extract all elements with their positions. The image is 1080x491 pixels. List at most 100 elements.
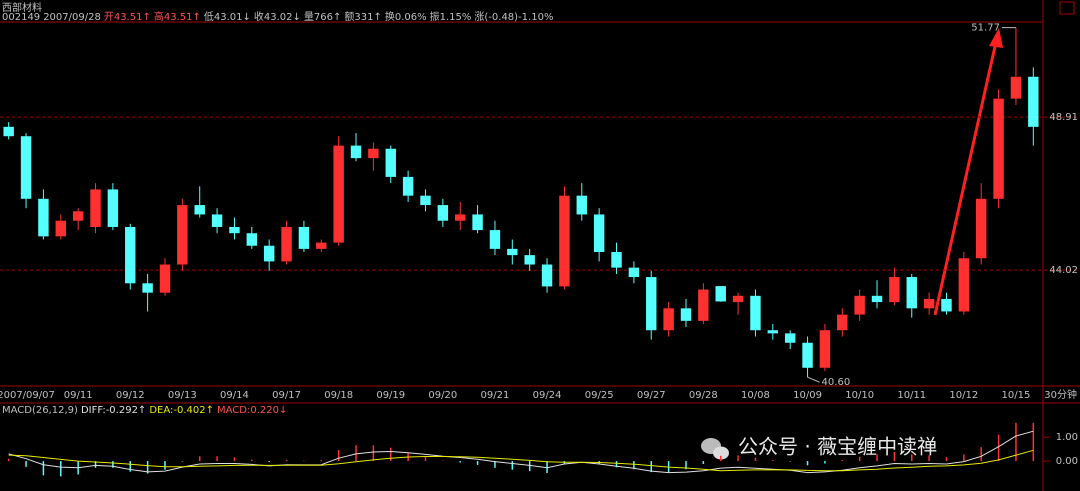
candle-body	[281, 226, 292, 262]
candle-body	[576, 195, 587, 215]
chart-title: 西部材料	[2, 1, 42, 14]
quote-field: 高43.51↑	[153, 12, 201, 23]
macd-readout: MACD:0.220↓	[217, 405, 288, 416]
x-tick-label: 09/19	[376, 390, 405, 401]
x-tick-label: 09/27	[637, 390, 666, 401]
arrow	[933, 28, 1003, 316]
x-tick-label: 10/12	[949, 390, 978, 401]
quote-field: 振1.15%	[429, 12, 472, 23]
candle-body	[941, 298, 952, 312]
x-tick-label: 2007/09/07	[0, 390, 55, 401]
x-tick-label: 10/11	[897, 390, 926, 401]
macd-title: MACD(26,12,9)	[2, 405, 78, 416]
candle-body	[263, 245, 275, 262]
candle-body	[559, 195, 570, 287]
candle-body	[194, 205, 205, 215]
candle-body	[159, 264, 171, 293]
quote-field: 低43.01↓	[203, 12, 251, 23]
candle-body	[3, 126, 14, 137]
watermark: 公众号 · 薇宝缠中读禅	[738, 435, 937, 459]
candle-body	[142, 283, 153, 293]
candle-body	[628, 267, 640, 278]
macd-header: MACD(26,12,9) DIFF:-0.292↑ DEA:-0.402↑ MACD…	[2, 405, 290, 417]
x-tick-label: 09/24	[533, 390, 562, 401]
candle-body	[437, 205, 449, 221]
quote-field: 换0.06%	[384, 12, 427, 23]
candle-body	[680, 308, 692, 321]
x-tick-label: 09/17	[272, 390, 301, 401]
candle-body	[246, 233, 258, 246]
x-tick-label: 09/20	[428, 390, 457, 401]
candle-body	[663, 308, 674, 331]
candle-body	[316, 242, 327, 249]
arrow-shaft	[933, 41, 998, 316]
candle-body	[871, 295, 883, 303]
candle-body	[802, 342, 813, 368]
candle-body	[784, 333, 796, 343]
macd-line	[8, 449, 1034, 472]
candle-body	[715, 286, 726, 302]
candle-body	[402, 176, 414, 196]
x-tick-label: 09/11	[64, 390, 93, 401]
quote-field: 2007/09/28	[43, 12, 101, 23]
x-tick-label: 10/15	[1002, 390, 1031, 401]
candle-body	[923, 298, 935, 309]
candle-body	[507, 248, 518, 256]
candle-body	[646, 277, 657, 331]
candle-body	[211, 214, 223, 227]
quote-header: 002149 2007/09/28 开43.51↑ 高43.51↑ 低43.01↓ 收43…	[2, 12, 556, 24]
x-tick-label: 09/18	[324, 390, 353, 401]
candle-body	[368, 148, 379, 159]
candle-body	[611, 252, 622, 268]
x-tick-label: 09/21	[481, 390, 510, 401]
y-tick-label: 44.02	[1049, 265, 1078, 276]
macd-readout: DEA:-0.402↑	[149, 405, 214, 416]
x-tick-label: 10/09	[793, 390, 822, 401]
macd-readout: DIFF:-0.292↑	[80, 405, 147, 416]
candle-body	[125, 226, 136, 284]
wechat-icon	[701, 438, 729, 460]
annotation-label: 40.60	[822, 377, 851, 388]
corner-box	[1059, 1, 1075, 15]
candle-body	[38, 198, 49, 237]
candle-body	[229, 226, 240, 234]
x-tick-label: 09/25	[585, 390, 614, 401]
candle-body	[333, 145, 344, 243]
x-tick-label: 10/10	[845, 390, 874, 401]
candle-body	[90, 189, 101, 227]
candle-body	[819, 330, 831, 368]
candle-body	[750, 295, 761, 331]
candle-body	[350, 145, 362, 159]
candle-body	[837, 314, 848, 331]
candle-body	[177, 205, 188, 265]
candle-body	[854, 295, 865, 315]
candle-body	[20, 136, 32, 199]
candle-body	[107, 189, 119, 227]
candle-body	[472, 214, 483, 231]
candle-body	[489, 230, 501, 249]
candle-body	[593, 214, 605, 253]
candle-body	[976, 198, 987, 259]
candle-body	[420, 195, 431, 206]
candle-body	[993, 98, 1004, 199]
candle-body	[524, 255, 535, 265]
quote-field: 涨(-0.48)-1.10%	[474, 12, 554, 23]
candle-body	[55, 220, 66, 237]
candle-body	[1010, 76, 1022, 99]
candle-body	[455, 214, 466, 221]
candle-body	[906, 277, 917, 309]
icon-bubble	[713, 446, 729, 460]
quote-field: 额331↑	[344, 12, 382, 23]
candle-body	[298, 226, 310, 249]
arrow-head	[989, 28, 1003, 48]
x-tick-label: 10/08	[741, 390, 770, 401]
candle-body	[541, 264, 553, 287]
candle-body	[889, 277, 900, 303]
quote-field: 开43.51↑	[103, 12, 151, 23]
candle-body	[72, 211, 84, 221]
y-tick-label: 0.00	[1056, 456, 1078, 467]
x-tick-label: 09/12	[116, 390, 145, 401]
annotation-label: 51.77	[971, 23, 1000, 34]
y-tick-label: 1.00	[1056, 432, 1078, 443]
